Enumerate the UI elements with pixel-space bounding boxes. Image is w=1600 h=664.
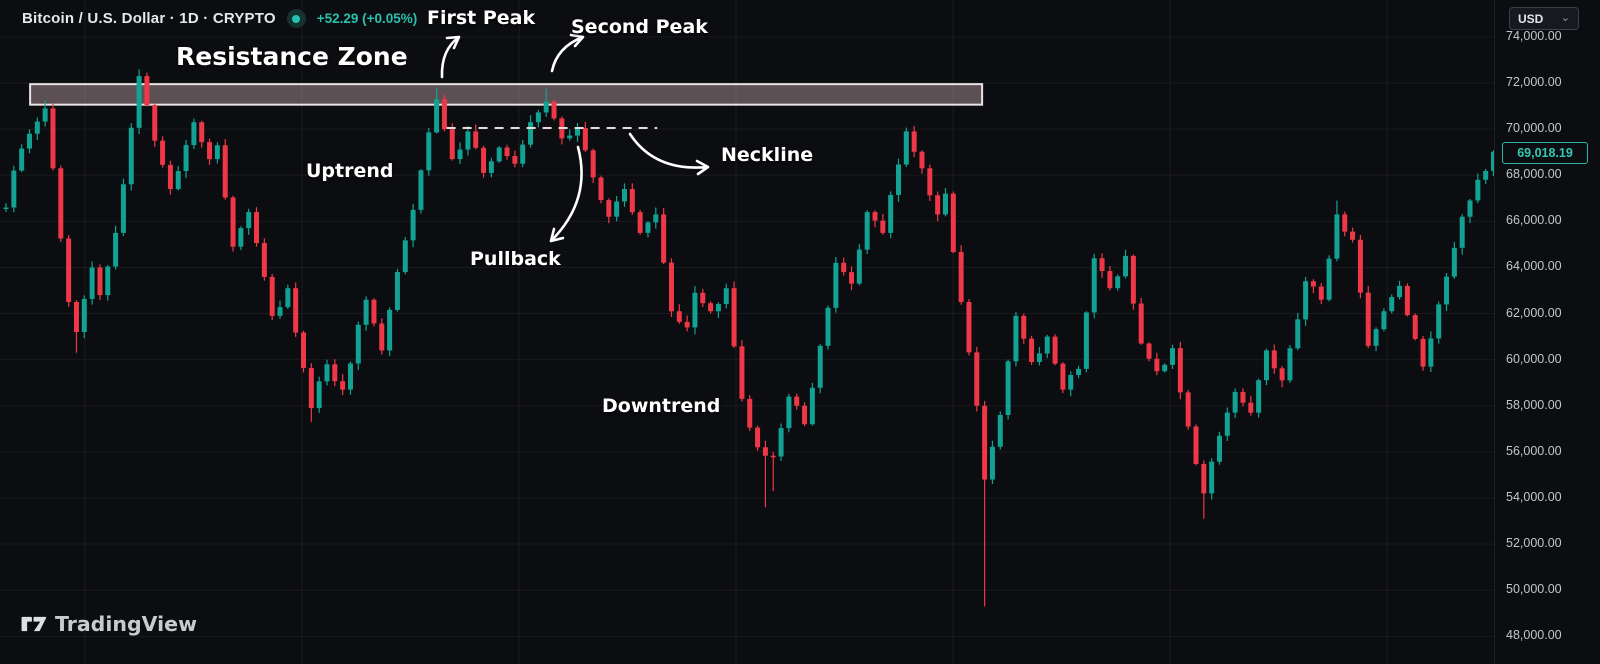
price-axis-label: 58,000.00 [1506, 397, 1562, 412]
pullback-arrow[interactable] [549, 145, 583, 243]
price-axis-label: 56,000.00 [1506, 443, 1562, 458]
downtrend-label[interactable]: Downtrend [602, 395, 721, 417]
second-peak-label[interactable]: Second Peak [571, 16, 708, 38]
neckline-label[interactable]: Neckline [721, 144, 814, 166]
price-change: +52.29 (+0.05%) [316, 11, 418, 26]
price-axis-label: 66,000.00 [1506, 213, 1562, 228]
first-peak-arrow[interactable] [440, 35, 461, 79]
watermark-brand: TradingView [55, 612, 198, 636]
price-axis-label: 54,000.00 [1506, 490, 1562, 504]
chevron-down-icon: ⌄ [1560, 12, 1570, 24]
candles [3, 69, 1494, 607]
neckline-arrow[interactable] [628, 132, 710, 176]
current-price-tag: 69,018.19 [1502, 141, 1588, 164]
resistance-zone-band[interactable] [29, 83, 984, 106]
price-axis-label: 72,000.00 [1506, 75, 1562, 89]
price-axis-label: 68,000.00 [1506, 167, 1562, 182]
tradingview-logo-icon [20, 616, 47, 632]
candlestick-chart[interactable] [0, 0, 1494, 664]
uptrend-label[interactable]: Uptrend [306, 160, 394, 182]
price-axis-label: 70,000.00 [1506, 121, 1562, 136]
price-axis-label: 62,000.00 [1506, 305, 1562, 320]
second-peak-arrow[interactable] [550, 33, 585, 73]
price-axis-label: 52,000.00 [1506, 536, 1562, 551]
symbol-title[interactable]: Bitcoin / U.S. Dollar · 1D · CRYPTO [22, 10, 276, 27]
currency-selector[interactable]: USD ⌄ [1509, 7, 1579, 30]
chart-legend: Bitcoin / U.S. Dollar · 1D · CRYPTO +52.… [22, 9, 417, 28]
price-axis[interactable]: USD ⌄ 74,000.00 72,000.00 70,000.00 68,000.… [1494, 0, 1600, 664]
live-status-icon [286, 9, 306, 28]
tradingview-watermark[interactable]: TradingView [20, 612, 197, 636]
currency-selector-value: USD [1518, 11, 1544, 26]
price-axis-label: 60,000.00 [1506, 351, 1562, 366]
live-dot-icon [292, 14, 301, 23]
resistance-zone-label[interactable]: Resistance Zone [176, 42, 408, 71]
pullback-label[interactable]: Pullback [470, 248, 561, 270]
price-axis-label: 74,000.00 [1506, 28, 1562, 43]
price-axis-label: 50,000.00 [1506, 582, 1562, 597]
price-axis-label: 48,000.00 [1506, 628, 1562, 643]
first-peak-label[interactable]: First Peak [427, 7, 536, 29]
price-axis-label: 64,000.00 [1506, 259, 1562, 274]
